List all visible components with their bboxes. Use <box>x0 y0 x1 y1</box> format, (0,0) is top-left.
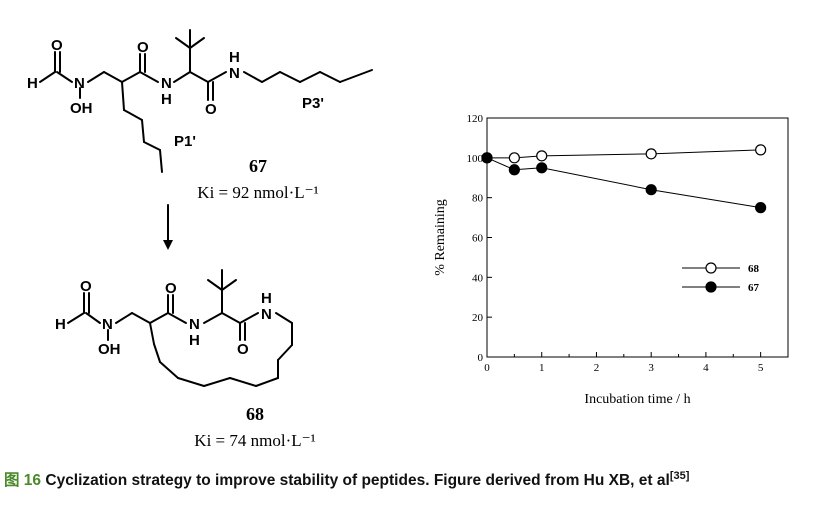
atom-o-amide2-67: O <box>205 101 217 118</box>
atom-h-amide2-68: H <box>261 290 272 307</box>
atom-oh-68: OH <box>98 341 121 358</box>
x-tick-label: 3 <box>648 362 654 374</box>
series-line-67 <box>486 157 761 209</box>
chart-legend: 68 67 <box>682 262 760 294</box>
atom-h-amide2-67: H <box>229 49 240 66</box>
data-point-68 <box>508 152 520 164</box>
atom-n-amide1-67: N <box>161 75 172 92</box>
x-tick-label: 2 <box>594 362 600 374</box>
chart-axes: 0 20 40 60 80 100 120 0 1 2 3 4 5 <box>467 113 789 374</box>
data-point-67 <box>645 184 657 196</box>
y-axis-label: % Remaining <box>433 199 448 276</box>
atom-n-amide1-68: N <box>189 316 200 333</box>
x-axis-label: Incubation time / h <box>584 392 690 407</box>
atom-h-amide1-68: H <box>189 332 200 349</box>
caption-reference: [35] <box>669 469 690 482</box>
data-point-68 <box>536 150 548 162</box>
structure-68-bonds <box>67 269 293 387</box>
atom-o-formyl-68: O <box>80 278 92 295</box>
label-p3: P3' <box>302 95 324 112</box>
stability-chart: 0 20 40 60 80 100 120 0 1 2 3 4 5 68 67 Incubation ti… <box>433 113 789 407</box>
label-p1: P1' <box>174 133 196 150</box>
compound-67-number: 67 <box>249 156 267 176</box>
figure-caption: 图 16 Cyclization strategy to improve sta… <box>4 468 810 490</box>
series-line-68 <box>487 149 761 159</box>
data-point-67 <box>536 162 548 174</box>
figure-number: 图 16 <box>4 472 42 489</box>
chemical-structures: H O N OH O N H O N H P3' P1' 67 Ki = 92 … <box>27 29 373 450</box>
y-tick-label: 20 <box>472 312 484 324</box>
y-tick-label: 40 <box>472 272 484 284</box>
data-point-68 <box>755 144 767 156</box>
data-point-67 <box>755 202 767 214</box>
legend-label-67: 67 <box>748 282 760 294</box>
atom-o-amide2-68: O <box>237 341 249 358</box>
y-tick-label: 60 <box>472 233 484 245</box>
atom-oh-67: OH <box>70 100 93 117</box>
x-tick-label: 1 <box>539 362 545 374</box>
x-tick-label: 0 <box>484 362 490 374</box>
structure-67-bonds <box>39 29 373 246</box>
y-tick-label: 0 <box>478 352 484 364</box>
atom-h-amide1-67: H <box>161 91 172 108</box>
atom-n-hydroxamate-68: N <box>102 316 113 333</box>
atom-o-amide1-68: O <box>165 280 177 297</box>
data-point-68 <box>645 148 657 160</box>
compound-67-ki: Ki = 92 nmol·L⁻¹ <box>197 183 318 202</box>
atom-o-amide1-67: O <box>137 39 149 56</box>
chart-marks <box>481 144 767 214</box>
legend-marker-67 <box>705 281 717 293</box>
y-tick-label: 120 <box>467 113 484 125</box>
legend-label-68: 68 <box>748 263 760 275</box>
atom-n-amide2-68: N <box>261 306 272 323</box>
compound-68-number: 68 <box>246 404 264 424</box>
data-point-67 <box>481 152 493 164</box>
y-tick-label: 100 <box>467 153 484 165</box>
atom-o-formyl-67: O <box>51 37 63 54</box>
compound-68-ki: Ki = 74 nmol·L⁻¹ <box>194 431 315 450</box>
y-tick-label: 80 <box>472 193 484 205</box>
caption-text: Cyclization strategy to improve stabilit… <box>45 472 670 489</box>
atom-h-68: H <box>55 316 66 333</box>
x-tick-label: 4 <box>703 362 709 374</box>
atom-h-67: H <box>27 75 38 92</box>
legend-marker-68 <box>705 262 717 274</box>
arrow-head-icon <box>163 240 173 250</box>
atom-n-hydroxamate-67: N <box>74 75 85 92</box>
data-point-67 <box>508 164 520 176</box>
atom-n-amide2-67: N <box>229 65 240 82</box>
x-tick-label: 5 <box>758 362 764 374</box>
